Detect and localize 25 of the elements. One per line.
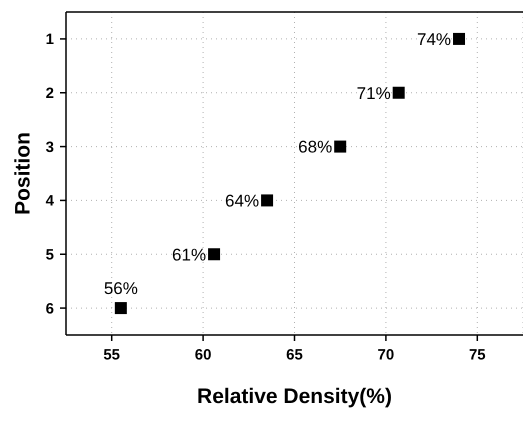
x-tick-label: 70 bbox=[378, 346, 394, 364]
y-tick-label: 6 bbox=[46, 300, 54, 318]
point bbox=[208, 248, 220, 260]
point bbox=[261, 194, 274, 206]
x-tick-label: 60 bbox=[194, 346, 212, 364]
point bbox=[334, 140, 346, 153]
point bbox=[453, 32, 466, 45]
point bbox=[392, 86, 405, 99]
x-tick-label: 65 bbox=[286, 346, 303, 364]
y-tick-label: 2 bbox=[46, 85, 54, 102]
x-tick-label: 55 bbox=[103, 346, 120, 364]
y-axis-title: Position bbox=[11, 132, 34, 215]
annotation: 64% bbox=[225, 191, 260, 210]
x-axis-title: Relative Density(%) bbox=[197, 385, 392, 408]
point bbox=[114, 302, 127, 314]
y-tick-label: 5 bbox=[46, 246, 54, 264]
y-tick-label: 4 bbox=[46, 192, 55, 210]
annotation: 74% bbox=[416, 30, 452, 49]
annotation: 71% bbox=[356, 84, 391, 103]
annotation: 61% bbox=[172, 245, 206, 264]
y-tick-label: 1 bbox=[46, 31, 54, 48]
y-tick-label: 3 bbox=[46, 138, 54, 156]
annotation: 68% bbox=[298, 138, 332, 157]
x-tick-label: 75 bbox=[468, 346, 486, 364]
annotation: 56% bbox=[104, 279, 138, 298]
